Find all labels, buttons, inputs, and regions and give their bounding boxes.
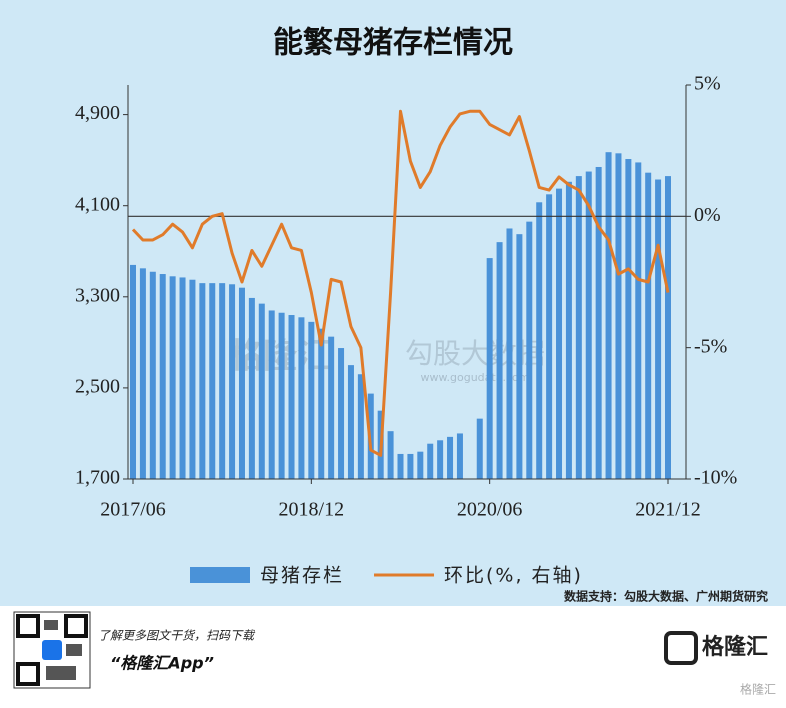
line [131,109,670,457]
bar [357,374,364,479]
y2-tick-label: -5% [694,335,727,357]
bar [516,234,523,479]
bar [506,228,513,479]
qr-logo [42,640,62,660]
qr-noise [66,644,82,656]
y2-tick-label: -10% [694,467,737,489]
bar [219,283,226,479]
bar [308,321,315,479]
logo-text: 格隆汇 [702,634,768,660]
bar [645,172,652,480]
bar [437,440,444,479]
bar [298,317,305,479]
bar [229,284,236,479]
bar [496,242,503,479]
watermark: www.gogudata.com [421,371,530,384]
bar [427,443,434,479]
y-tick-label: 4,900 [75,102,120,124]
bar [199,283,206,479]
bar [347,365,354,479]
bar [179,277,186,479]
x-tick-label: 2020/06 [457,499,523,521]
bar [328,336,335,479]
bar [595,166,602,479]
bar [486,258,493,479]
y-tick-label: 2,500 [75,375,120,397]
bar [536,202,543,480]
x-tick-label: 2017/06 [100,499,166,521]
bar [387,431,394,479]
promo-text: 了解更多图文干货，扫码下载 [98,629,256,643]
y-tick-label: 1,700 [75,467,120,489]
legend-swatch [190,567,250,583]
bar [635,162,642,479]
legend-label: 环比(%, 右轴) [444,565,583,587]
bar [338,348,345,479]
bar [456,433,463,479]
bar [169,276,176,479]
qr-finder [16,662,40,686]
qr-finder [64,614,88,638]
app-name: “格隆汇App” [110,654,214,673]
bar [130,264,136,479]
bar [248,297,255,479]
y2-tick-label: 5% [694,73,721,95]
bar [605,152,612,479]
qr-finder [16,614,40,638]
qr-noise [46,666,76,680]
logo-mark [664,631,698,665]
bar [268,310,275,479]
bar [476,418,483,479]
bar [149,271,156,479]
bar [189,279,196,479]
bar [139,268,146,479]
bar [546,194,553,479]
bar [556,188,563,480]
corner-watermark: 格隆汇 [740,682,776,697]
bar [397,453,404,479]
bar [318,328,325,479]
source: 数据支持：勾股大数据、广州期货研究 [564,589,768,604]
bar [625,159,632,479]
y-tick-label: 3,300 [75,284,120,306]
bar [159,274,166,479]
bar [575,176,582,479]
bar [288,315,295,479]
bar [447,436,454,479]
bar [526,221,533,479]
bar [407,453,414,479]
bar [615,153,622,479]
bar [565,181,572,479]
bar [238,287,245,479]
bar [585,171,592,480]
watermark: 勾股大数据 [405,337,545,370]
footer: 了解更多图文干货，扫码下载 “格隆汇App” 格隆汇 格隆汇 [13,611,776,697]
qr-noise [44,620,58,630]
bar [665,176,671,479]
chart-title: 能繁母猪存栏情况 [273,26,513,61]
y2-tick-label: 0% [694,204,721,226]
bar [655,179,662,479]
legend-label: 母猪存栏 [260,565,344,587]
bar [278,312,285,479]
bar [417,451,424,479]
x-tick-label: 2021/12 [635,499,701,521]
bar [258,303,265,479]
bar [209,283,216,479]
x-tick-label: 2018/12 [279,499,345,521]
y-tick-label: 4,100 [75,193,120,215]
